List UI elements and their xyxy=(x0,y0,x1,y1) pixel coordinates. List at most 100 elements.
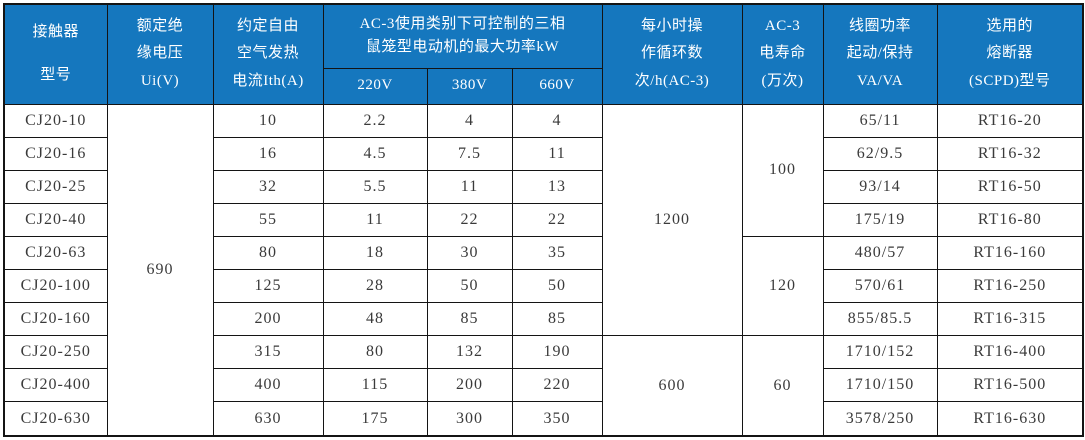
cell-kw660: 13 xyxy=(511,169,603,204)
header-cycles-per-hour: 每小时操 作循环数 次/h(AC-3) xyxy=(601,3,743,105)
cell-kw380: 4 xyxy=(426,103,513,138)
cell-kw220: 4.5 xyxy=(322,136,428,171)
header-row-top: 接触器 型号 额定绝 缘电压 Ui(V) 约定自由 空气发热 电流Ith(A) … xyxy=(3,3,1084,105)
cell-coil: 62/9.5 xyxy=(822,136,938,171)
cell-ith: 400 xyxy=(212,368,324,403)
cell-kw380: 85 xyxy=(426,302,513,337)
table-row: CJ20-16 16 4.5 7.5 11 62/9.5 RT16-32 xyxy=(3,136,1084,171)
cell-fuse: RT16-20 xyxy=(936,103,1084,138)
cell-kw220: 11 xyxy=(322,202,428,237)
table-row: CJ20-630 630 175 300 350 3578/250 RT16-630 xyxy=(3,401,1084,437)
cell-model: CJ20-100 xyxy=(3,269,108,304)
cell-kw660: 35 xyxy=(511,235,603,271)
cell-kw660: 190 xyxy=(511,335,603,370)
cell-fuse: RT16-32 xyxy=(936,136,1084,171)
cell-ith: 630 xyxy=(212,401,324,437)
cell-coil: 93/14 xyxy=(822,169,938,204)
cell-kw220: 18 xyxy=(322,235,428,271)
cell-kw380: 11 xyxy=(426,169,513,204)
cell-coil: 480/57 xyxy=(822,235,938,271)
table-row: CJ20-25 32 5.5 11 13 93/14 RT16-50 xyxy=(3,169,1084,204)
cell-model: CJ20-250 xyxy=(3,335,108,370)
cell-kw660: 350 xyxy=(511,401,603,437)
cell-kw380: 30 xyxy=(426,235,513,271)
cell-kw660: 220 xyxy=(511,368,603,403)
cell-kw380: 200 xyxy=(426,368,513,403)
cell-model: CJ20-160 xyxy=(3,302,108,337)
cell-ith: 10 xyxy=(212,103,324,138)
cell-fuse: RT16-250 xyxy=(936,269,1084,304)
cell-ith: 200 xyxy=(212,302,324,337)
cell-kw380: 50 xyxy=(426,269,513,304)
table-row: CJ20-100 125 28 50 50 570/61 RT16-250 xyxy=(3,269,1084,304)
cell-cycles: 600 xyxy=(601,335,743,437)
header-thermal-current: 约定自由 空气发热 电流Ith(A) xyxy=(212,3,324,105)
cell-model: CJ20-40 xyxy=(3,202,108,237)
cell-kw660: 85 xyxy=(511,302,603,337)
cell-fuse: RT16-400 xyxy=(936,335,1084,370)
cell-kw220: 175 xyxy=(322,401,428,437)
cell-cycles: 1200 xyxy=(601,103,743,337)
cell-kw380: 7.5 xyxy=(426,136,513,171)
cell-coil: 855/85.5 xyxy=(822,302,938,337)
cell-coil: 3578/250 xyxy=(822,401,938,437)
table-body: CJ20-10 690 10 2.2 4 4 1200 100 65/11 RT16-20 CJ20… xyxy=(3,103,1084,437)
header-insulation-voltage: 额定绝 缘电压 Ui(V) xyxy=(106,3,214,105)
contactor-spec-table-wrap: 接触器 型号 额定绝 缘电压 Ui(V) 约定自由 空气发热 电流Ith(A) … xyxy=(3,3,1085,437)
cell-model: CJ20-400 xyxy=(3,368,108,403)
table-row: CJ20-40 55 11 22 22 175/19 RT16-80 xyxy=(3,202,1084,237)
cell-fuse: RT16-50 xyxy=(936,169,1084,204)
cell-kw380: 132 xyxy=(426,335,513,370)
cell-coil: 1710/152 xyxy=(822,335,938,370)
cell-kw660: 50 xyxy=(511,269,603,304)
cell-kw660: 11 xyxy=(511,136,603,171)
cell-model: CJ20-10 xyxy=(3,103,108,138)
cell-kw220: 80 xyxy=(322,335,428,370)
cell-fuse: RT16-80 xyxy=(936,202,1084,237)
contactor-spec-table: 接触器 型号 额定绝 缘电压 Ui(V) 约定自由 空气发热 电流Ith(A) … xyxy=(3,3,1085,437)
table-row: CJ20-10 690 10 2.2 4 4 1200 100 65/11 RT16-20 xyxy=(3,103,1084,437)
cell-kw220: 115 xyxy=(322,368,428,403)
cell-coil: 175/19 xyxy=(822,202,938,237)
header-220v: 220V xyxy=(322,67,428,105)
cell-kw660: 4 xyxy=(511,103,603,138)
cell-kw220: 48 xyxy=(322,302,428,337)
header-model: 接触器 型号 xyxy=(3,3,108,105)
cell-ith: 315 xyxy=(212,335,324,370)
cell-model: CJ20-25 xyxy=(3,169,108,204)
cell-ui: 690 xyxy=(106,103,214,437)
cell-fuse: RT16-630 xyxy=(936,401,1084,437)
cell-kw380: 22 xyxy=(426,202,513,237)
header-380v: 380V xyxy=(426,67,513,105)
cell-kw220: 28 xyxy=(322,269,428,304)
table-header: 接触器 型号 额定绝 缘电压 Ui(V) 约定自由 空气发热 电流Ith(A) … xyxy=(3,3,1084,105)
cell-life: 120 xyxy=(741,235,824,337)
table-row: CJ20-63 80 18 30 35 120 480/57 RT16-160 xyxy=(3,235,1084,337)
cell-ith: 80 xyxy=(212,235,324,271)
cell-kw660: 22 xyxy=(511,202,603,237)
cell-model: CJ20-63 xyxy=(3,235,108,271)
header-row-sub: 220V 380V 660V xyxy=(4,67,1083,105)
cell-kw220: 2.2 xyxy=(322,103,428,138)
cell-life: 60 xyxy=(741,335,824,437)
cell-kw380: 300 xyxy=(426,401,513,437)
cell-model: CJ20-16 xyxy=(3,136,108,171)
cell-life: 100 xyxy=(741,103,824,237)
header-coil-power: 线圈功率 起动/保持 VA/VA xyxy=(822,3,938,105)
header-max-power-group: AC-3使用类别下可控制的三相 鼠笼型电动机的最大功率kW xyxy=(322,3,603,69)
cell-ith: 55 xyxy=(212,202,324,237)
header-660v: 660V xyxy=(511,67,603,105)
cell-fuse: RT16-160 xyxy=(936,235,1084,271)
cell-model: CJ20-630 xyxy=(3,401,108,437)
cell-fuse: RT16-315 xyxy=(936,302,1084,337)
header-electrical-life: AC-3 电寿命 (万次) xyxy=(741,3,824,105)
table-row: CJ20-160 200 48 85 85 855/85.5 RT16-315 xyxy=(3,302,1084,337)
table-row: CJ20-400 400 115 200 220 1710/150 RT16-500 xyxy=(3,368,1084,403)
table-row: CJ20-250 315 80 132 190 600 60 1710/152 RT16-400 xyxy=(3,335,1084,437)
cell-ith: 125 xyxy=(212,269,324,304)
cell-ith: 32 xyxy=(212,169,324,204)
cell-coil: 1710/150 xyxy=(822,368,938,403)
cell-coil: 570/61 xyxy=(822,269,938,304)
cell-fuse: RT16-500 xyxy=(936,368,1084,403)
cell-ith: 16 xyxy=(212,136,324,171)
